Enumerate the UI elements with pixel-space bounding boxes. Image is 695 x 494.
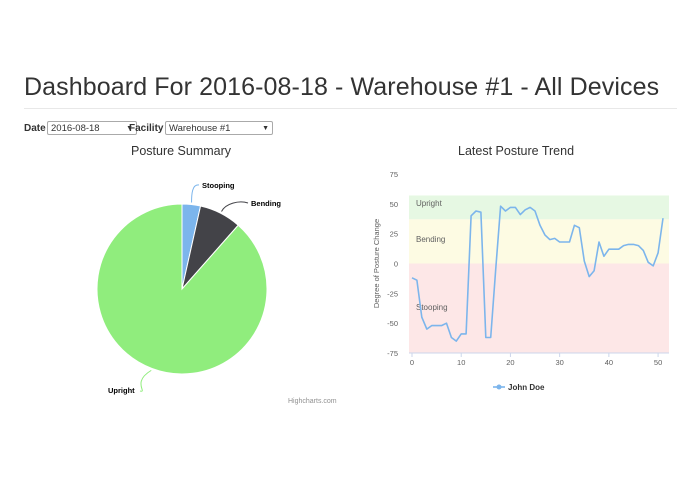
facility-label: Facility: [129, 123, 164, 134]
plot-band-upright: [409, 195, 669, 220]
pie-data-label: Bending: [251, 199, 281, 208]
pie-data-label: Stooping: [202, 181, 235, 190]
y-axis-title: Degree of Posture Change: [372, 219, 381, 308]
chart-legend: John Doe: [493, 383, 545, 392]
facility-select[interactable]: Warehouse #1 ▼: [165, 121, 273, 135]
plot-band-stooping: [409, 263, 669, 353]
legend-symbol-marker: [496, 384, 502, 390]
x-tick-label: 20: [506, 358, 514, 367]
x-tick-label: 0: [410, 358, 414, 367]
y-tick-label: 25: [390, 230, 398, 239]
y-tick-label: -25: [387, 289, 398, 298]
x-tick-label: 40: [605, 358, 613, 367]
legend-item-john-doe: John Doe: [508, 383, 545, 392]
series-line-john-doe: [411, 205, 664, 342]
pie-connector-upright: [139, 369, 152, 392]
y-tick-label: -75: [387, 349, 398, 358]
title-divider: [24, 108, 677, 109]
y-tick-label: -50: [387, 319, 398, 328]
pie-group: Stooping Bending Upright: [96, 181, 281, 395]
pie-data-label: Upright: [108, 386, 135, 395]
page-title: Dashboard For 2016-08-18 - Warehouse #1 …: [24, 73, 660, 101]
x-tick-label: 50: [654, 358, 662, 367]
plot-band-label: Upright: [416, 199, 443, 208]
plot-band-bending: [409, 219, 669, 264]
y-tick-label: 75: [390, 170, 398, 179]
highcharts-credit[interactable]: Highcharts.com: [288, 398, 337, 405]
chevron-down-icon: ▼: [262, 125, 269, 132]
pie-connector-bending: [221, 201, 249, 212]
y-tick-label: 50: [390, 200, 398, 209]
pie-connector-stooping: [191, 184, 200, 203]
pie-slice-upright: [96, 203, 268, 375]
plot-band-label: Stooping: [416, 303, 448, 312]
facility-select-value: Warehouse #1: [169, 123, 231, 134]
line-chart-title: Latest Posture Trend: [458, 144, 575, 158]
posture-trend-line-chart: Upright Bending Stooping -75 -50 -25 0 25 50 75 0 1…: [372, 170, 669, 392]
y-tick-label: 0: [394, 260, 398, 269]
date-select[interactable]: 2016-08-18 ▼: [47, 121, 137, 135]
plot-band-label: Bending: [416, 235, 445, 244]
pie-chart-title: Posture Summary: [131, 144, 232, 158]
chevron-down-icon: ▼: [126, 125, 133, 132]
date-label: Date: [24, 123, 46, 134]
x-tick-label: 30: [555, 358, 563, 367]
x-tick-label: 10: [457, 358, 465, 367]
date-select-value: 2016-08-18: [51, 123, 100, 134]
